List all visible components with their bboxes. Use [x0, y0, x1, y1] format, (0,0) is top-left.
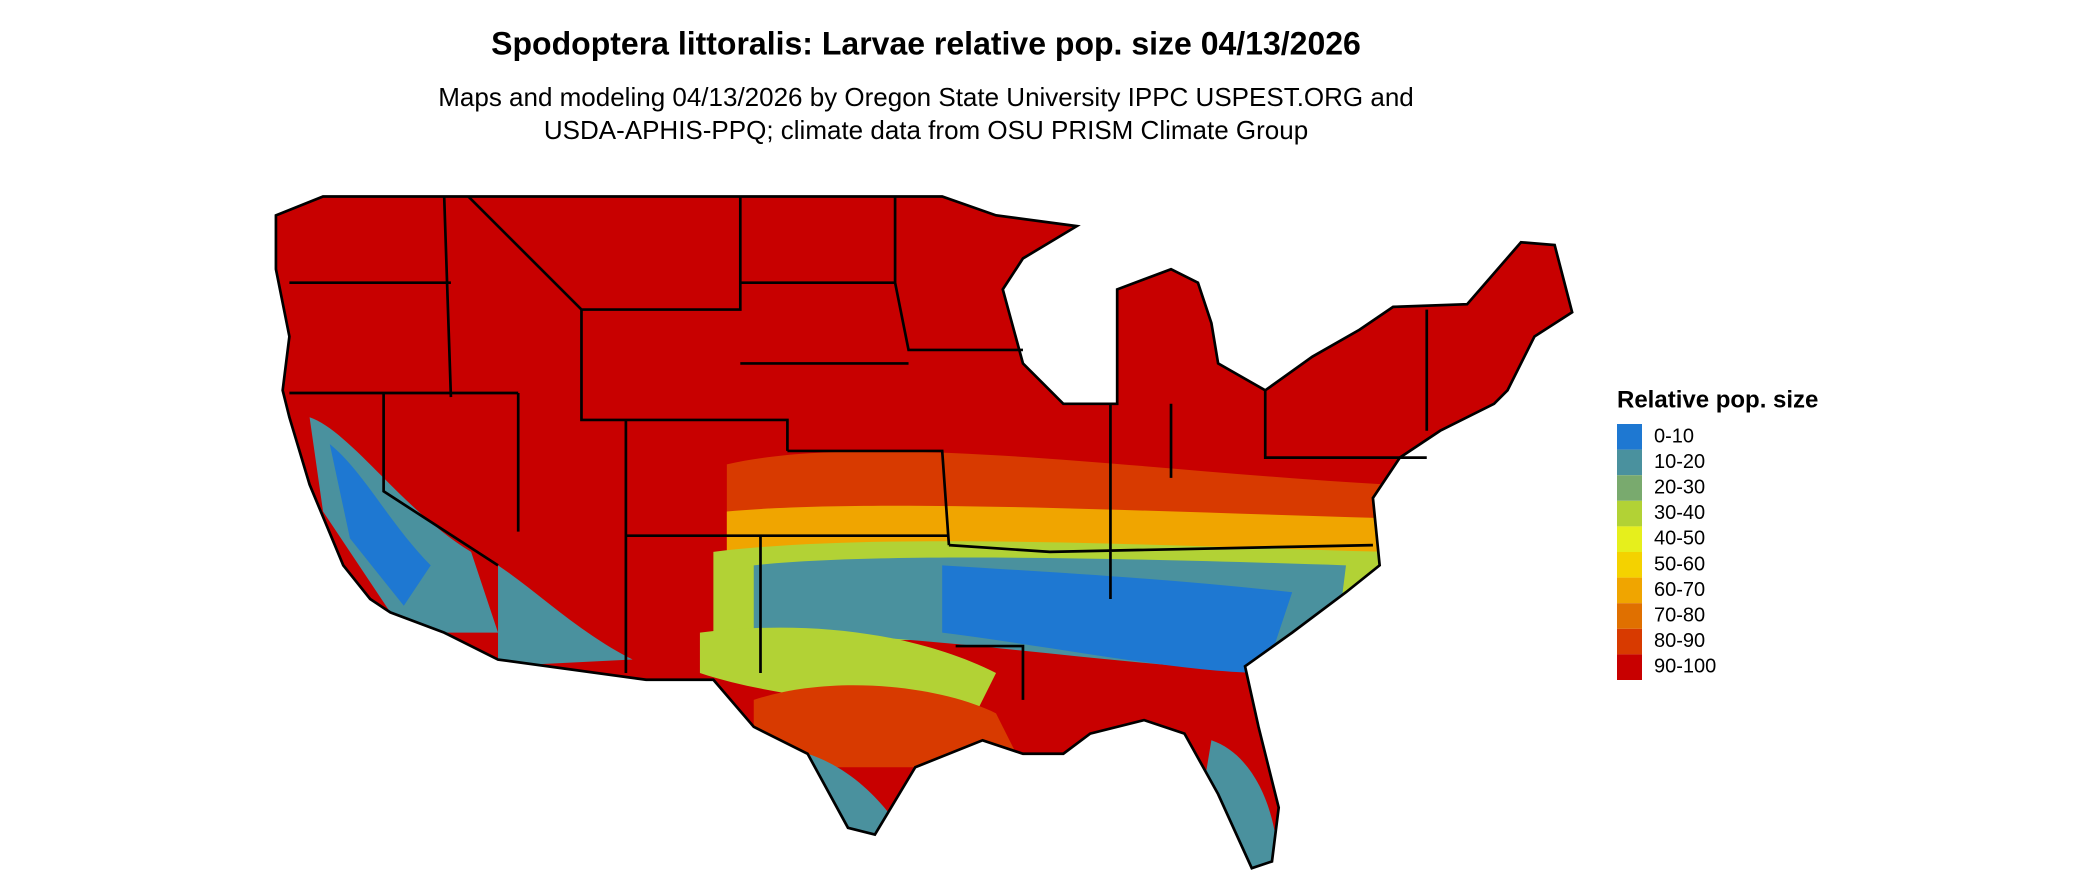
legend-swatch	[1617, 475, 1642, 501]
legend-swatch	[1617, 500, 1642, 527]
legend-swatch	[1617, 449, 1642, 476]
state-borders	[274, 195, 1574, 870]
region	[942, 565, 1293, 673]
legend-label: 80-90	[1654, 630, 1705, 652]
legend-swatch	[1617, 577, 1642, 604]
legend-swatch	[1617, 552, 1642, 578]
legend-label: 50-60	[1654, 553, 1705, 575]
legend-swatch	[1617, 603, 1642, 629]
legend-label: 60-70	[1654, 579, 1705, 601]
region	[1204, 740, 1279, 869]
subtitle: USDA-APHIS-PPQ; climate data from OSU PR…	[544, 115, 1308, 145]
legend-label: 40-50	[1654, 528, 1705, 550]
legend-swatch	[1617, 628, 1642, 655]
legend: 0-10 10-20 20-30 30-40 40-50 50-60 60-70 70-80 8…	[1617, 424, 1716, 680]
region	[753, 685, 1023, 768]
subtitle: Maps and modeling 04/13/2026 by Oregon S…	[438, 82, 1414, 112]
region	[807, 753, 896, 848]
legend-label: 20-30	[1654, 476, 1705, 498]
legend-title: Relative pop. size	[1617, 386, 1818, 413]
region	[309, 417, 499, 633]
legend-swatch	[1617, 424, 1642, 450]
region	[329, 444, 431, 606]
legend-label: 70-80	[1654, 604, 1705, 626]
title: Spodoptera littoralis: Larvae relative p…	[491, 25, 1361, 61]
map	[274, 195, 1574, 870]
legend-label: 0-10	[1654, 425, 1694, 447]
legend-swatch	[1617, 526, 1642, 552]
legend-swatch	[1617, 654, 1642, 680]
legend-label: 30-40	[1654, 502, 1705, 524]
legend-label: 90-100	[1654, 656, 1716, 678]
legend-label: 10-20	[1654, 451, 1705, 473]
region	[498, 565, 633, 667]
